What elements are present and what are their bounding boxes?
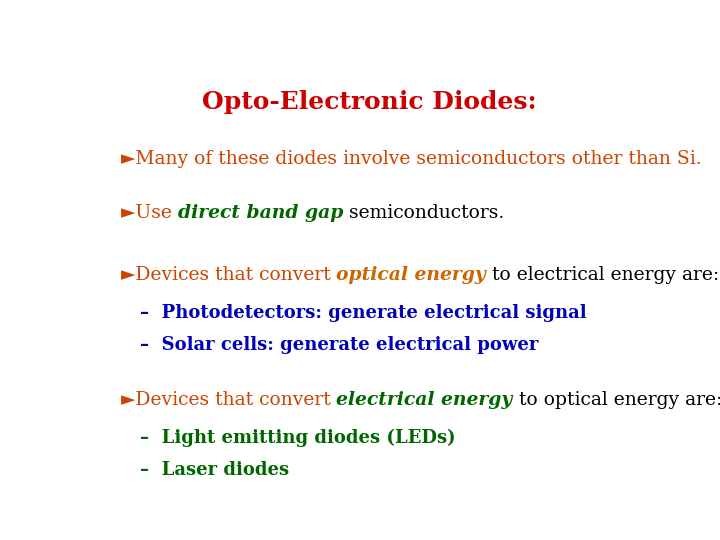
Text: to optical energy are:: to optical energy are: (513, 391, 720, 409)
Text: –  Laser diodes: – Laser diodes (140, 461, 289, 478)
Text: to electrical energy are:: to electrical energy are: (486, 266, 719, 285)
Text: ►Many of these diodes involve semiconductors other than Si.: ►Many of these diodes involve semiconduc… (121, 150, 701, 168)
Text: Opto-Electronic Diodes:: Opto-Electronic Diodes: (202, 90, 536, 114)
Text: semiconductors.: semiconductors. (343, 204, 504, 222)
Text: electrical energy: electrical energy (336, 391, 513, 409)
Text: optical energy: optical energy (336, 266, 486, 285)
Text: –  Solar cells: generate electrical power: – Solar cells: generate electrical power (140, 336, 539, 354)
Text: direct band gap: direct band gap (178, 204, 343, 222)
Text: –  Light emitting diodes (LEDs): – Light emitting diodes (LEDs) (140, 429, 456, 447)
Text: ►Use: ►Use (121, 204, 178, 222)
Text: –  Photodetectors: generate electrical signal: – Photodetectors: generate electrical si… (140, 304, 587, 322)
Text: ►Devices that convert: ►Devices that convert (121, 266, 336, 285)
Text: ►Devices that convert: ►Devices that convert (121, 391, 336, 409)
